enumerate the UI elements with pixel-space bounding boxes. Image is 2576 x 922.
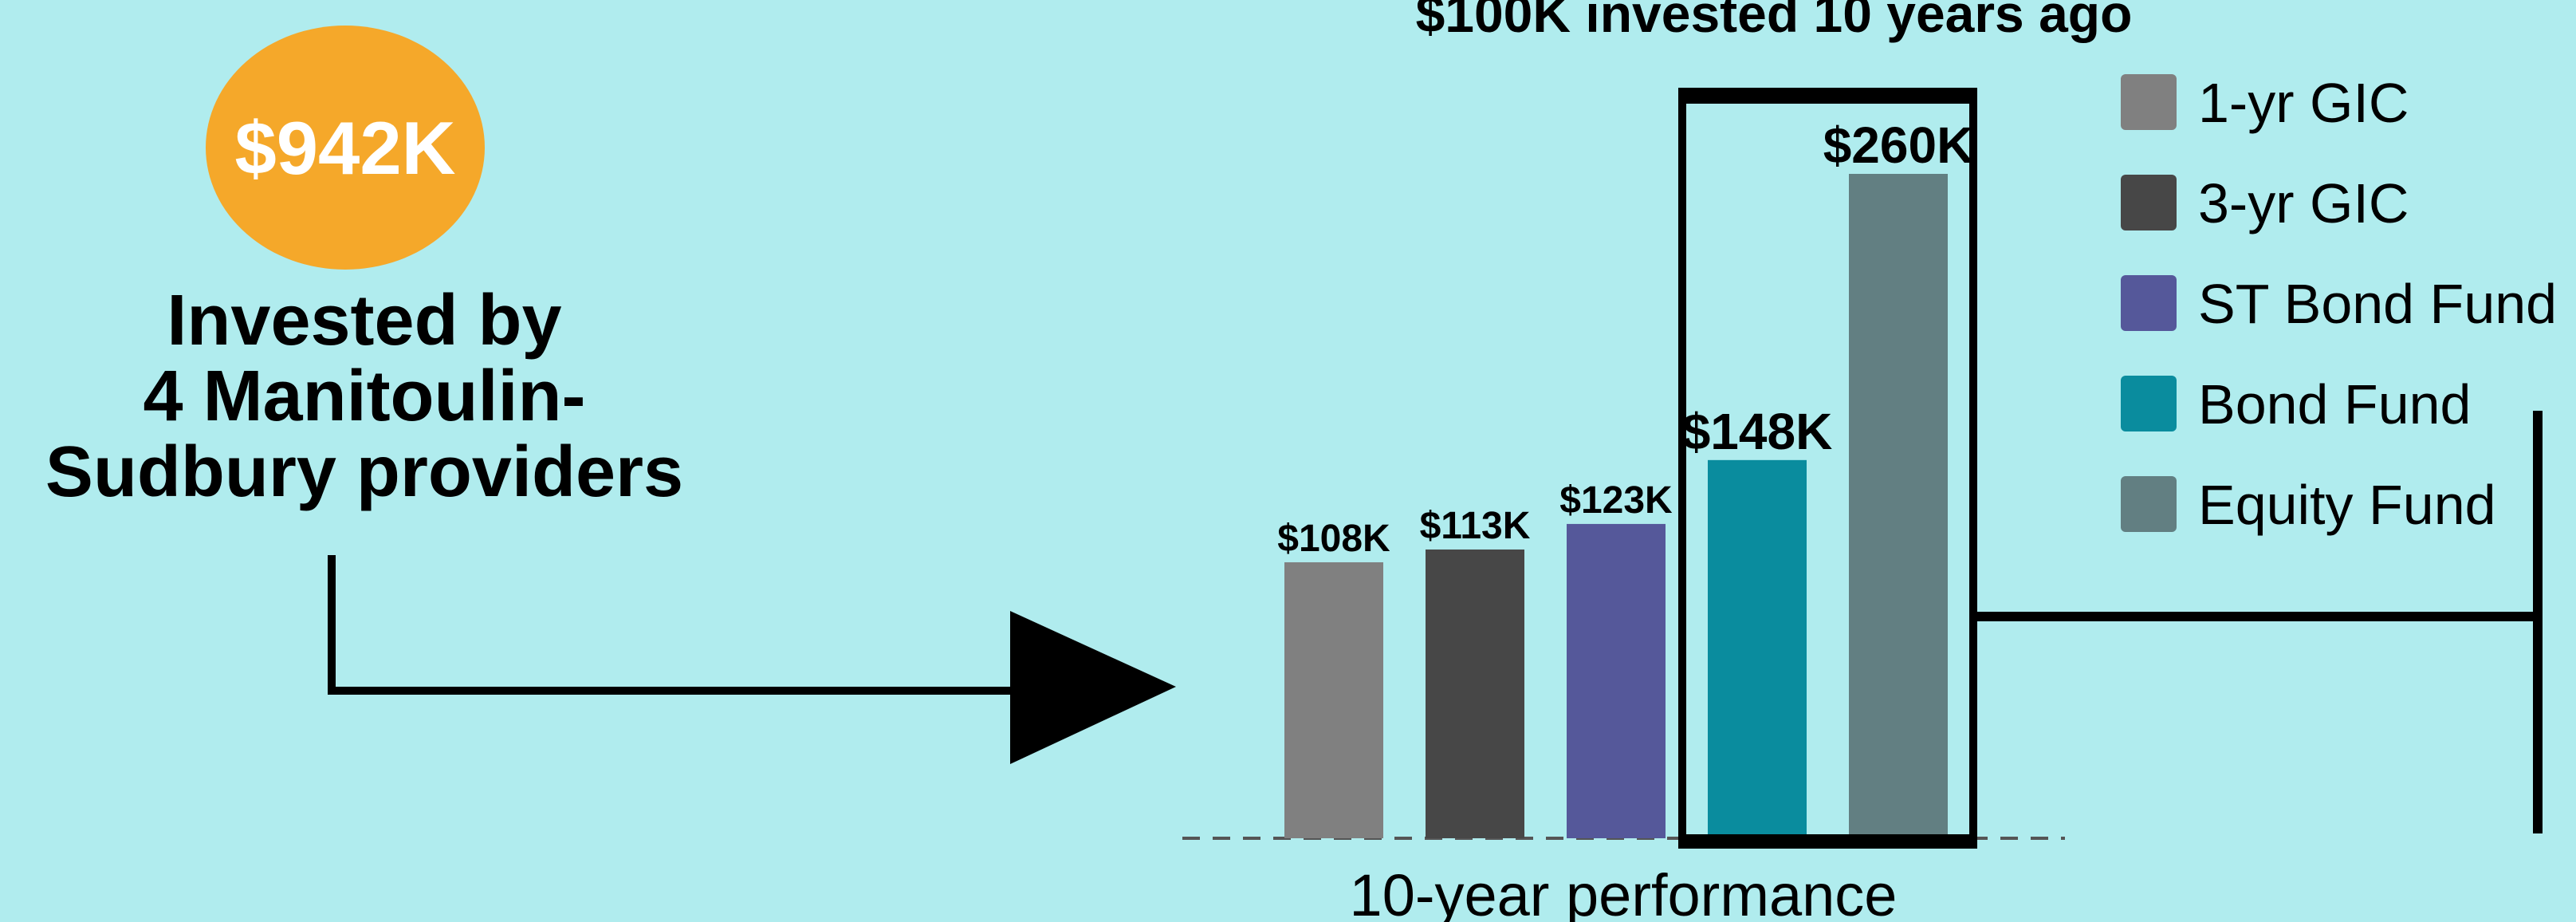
chart-title: $100K invested 10 years ago	[1416, 0, 2133, 43]
caption-line: Invested by	[167, 281, 561, 361]
legend-label: ST Bond Fund	[2198, 273, 2557, 335]
data-label: $260K	[1823, 116, 1974, 174]
legend-swatch	[2121, 275, 2177, 331]
legend-label: Equity Fund	[2198, 474, 2496, 536]
badge-text: $942K	[235, 106, 456, 190]
data-label: $123K	[1559, 479, 1673, 522]
legend-swatch	[2121, 175, 2177, 230]
badge-circle	[206, 26, 485, 270]
bar	[1849, 174, 1948, 838]
bars: $108K $113K $123K$148K $260K	[1277, 116, 1973, 838]
x-axis-label: 10-year performance	[1350, 862, 1898, 922]
bar	[1567, 523, 1666, 838]
legend: 1-yr GIC 3-yr GIC ST Bond Fund Bond Fund Equ…	[2121, 72, 2557, 536]
legend-label: 3-yr GIC	[2198, 172, 2409, 234]
bar	[1426, 549, 1524, 838]
legend-swatch	[2121, 376, 2177, 431]
arrow-head	[1010, 611, 1176, 764]
data-label: $113K	[1420, 505, 1531, 547]
legend-label: Bond Fund	[2198, 373, 2471, 435]
bar	[1708, 459, 1807, 838]
legend-swatch	[2121, 74, 2177, 130]
bar	[1284, 561, 1383, 838]
data-label: $148K	[1682, 403, 1833, 460]
arrow-line	[328, 555, 1013, 695]
legend-label: 1-yr GIC	[2198, 72, 2409, 134]
data-label: $108K	[1277, 518, 1390, 560]
legend-swatch	[2121, 476, 2177, 532]
caption-line: 4 Manitoulin-	[144, 357, 586, 436]
caption-line: Sudbury providers	[45, 432, 683, 512]
